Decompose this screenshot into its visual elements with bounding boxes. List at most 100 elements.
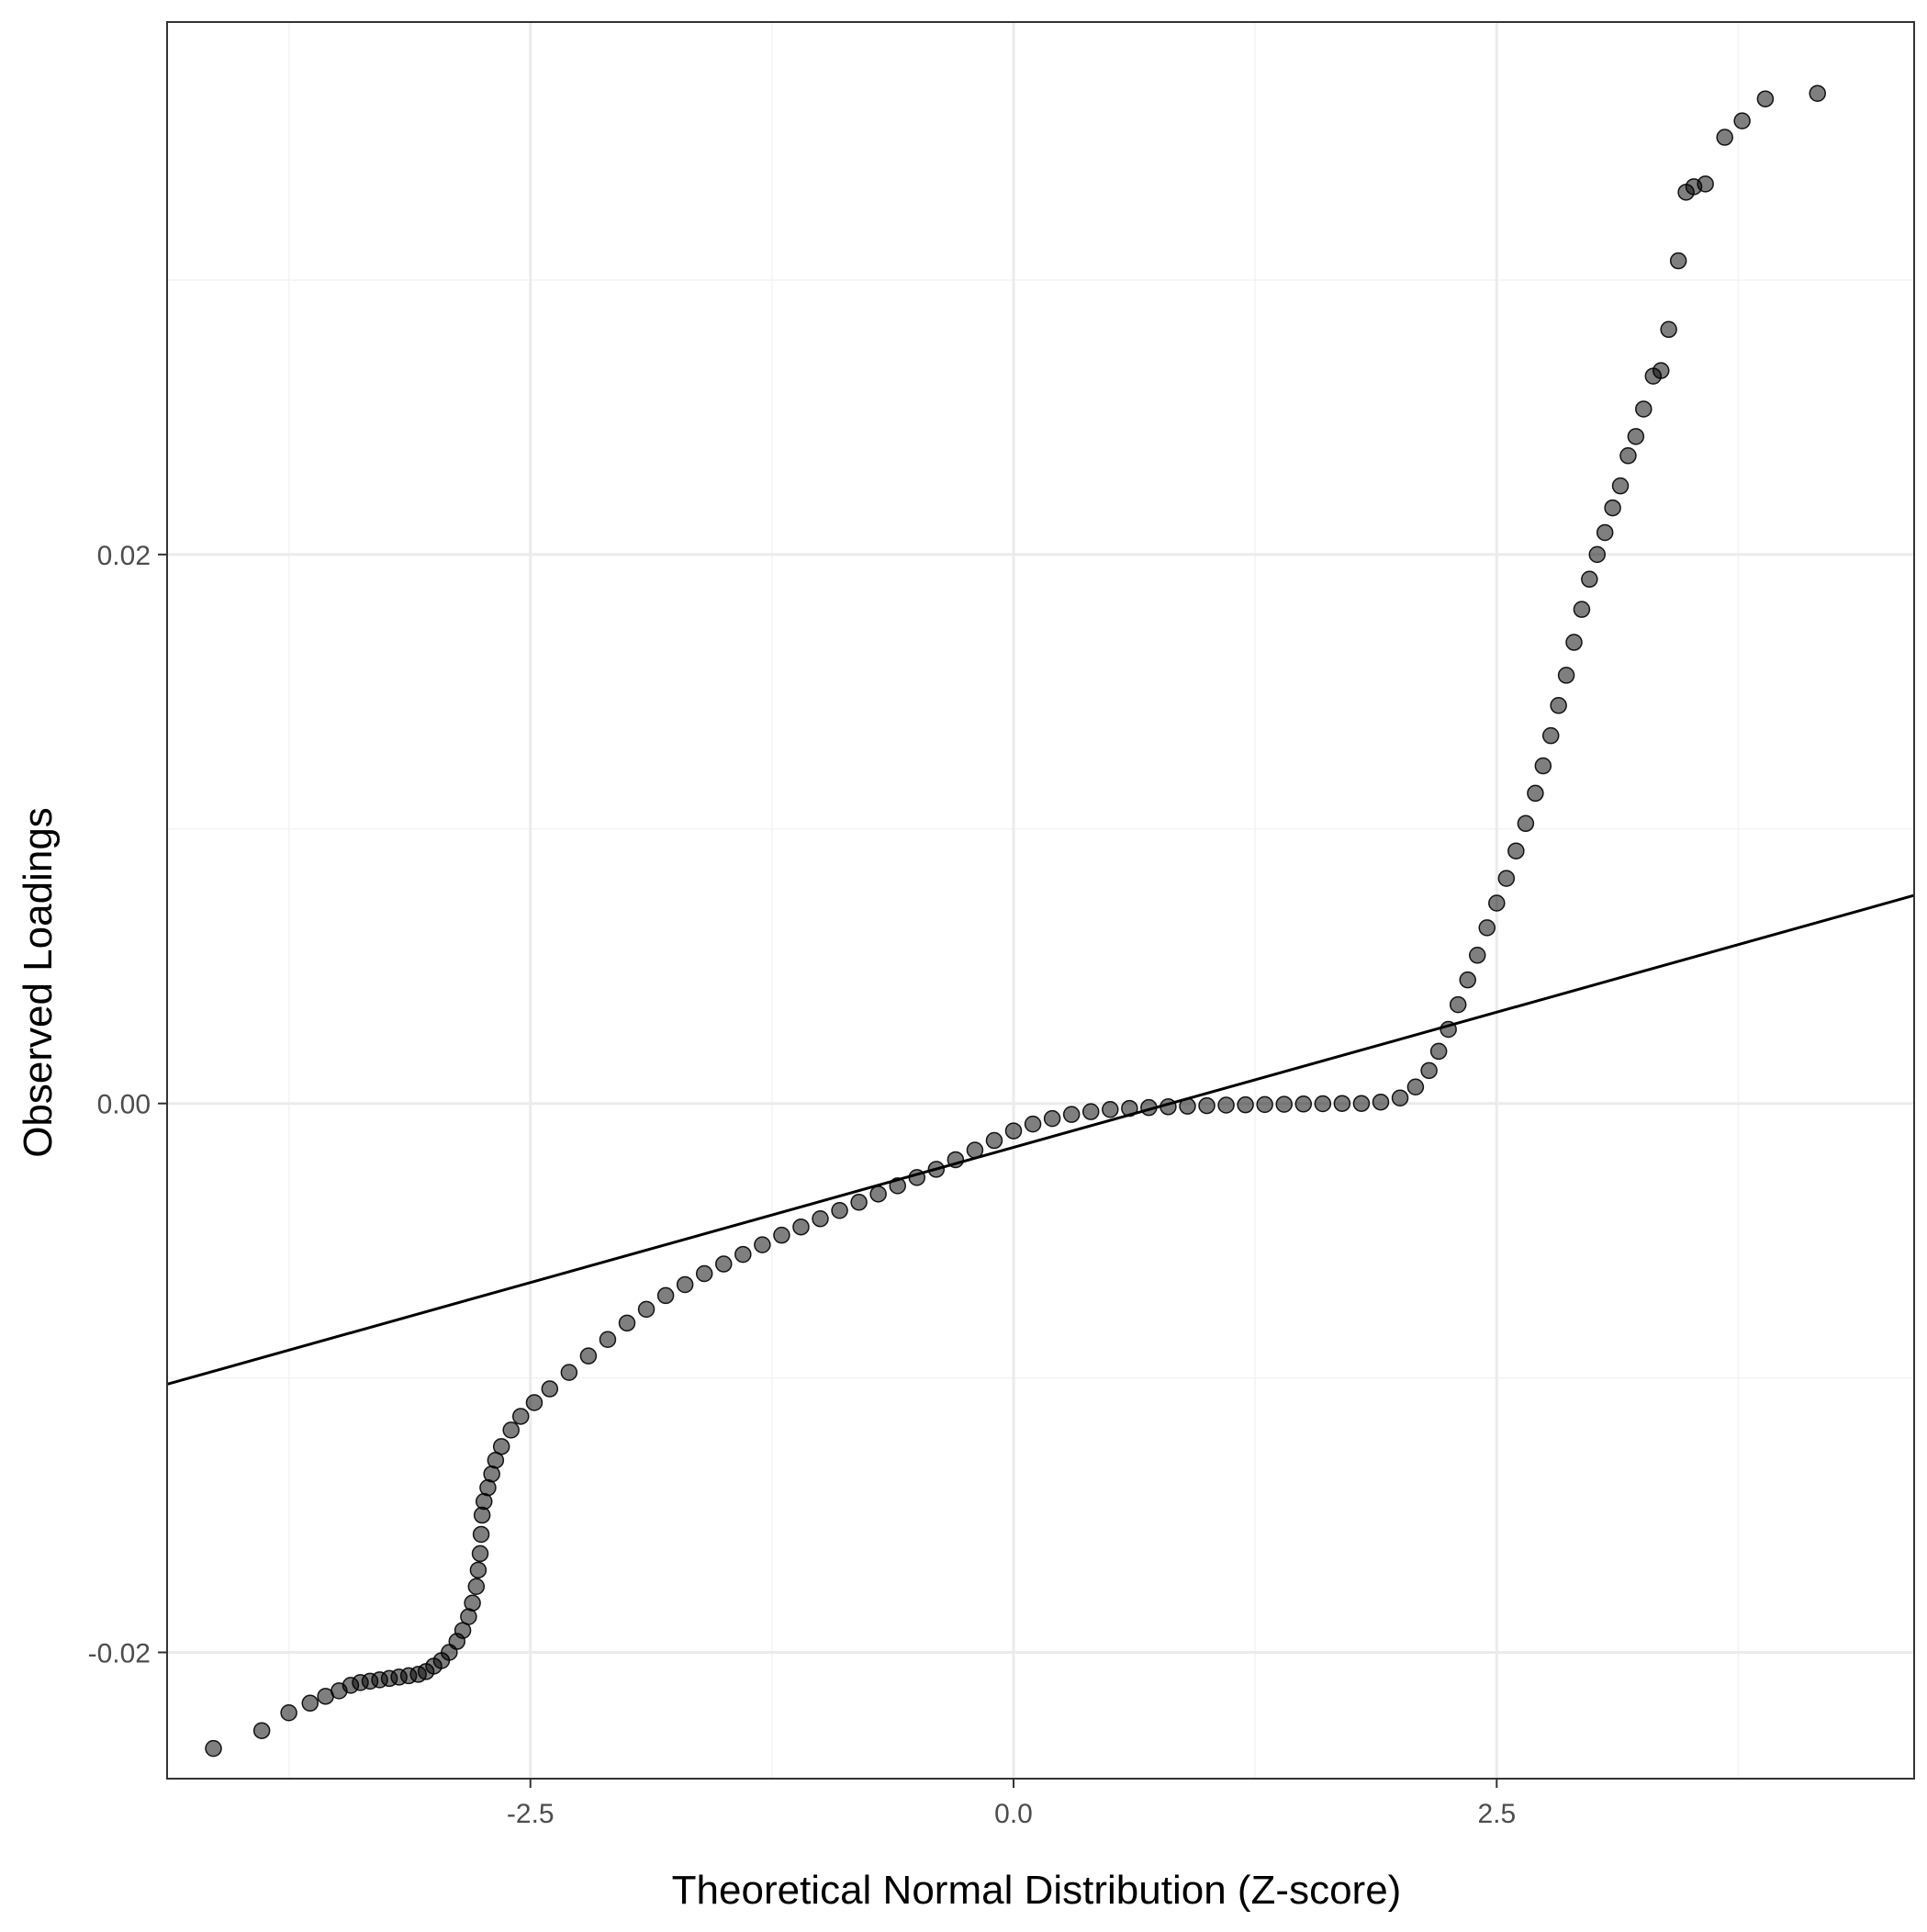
data-point <box>1497 870 1516 887</box>
data-point <box>579 1347 598 1365</box>
qq-reference-line <box>166 893 1915 1386</box>
data-point <box>947 1151 965 1169</box>
data-point <box>492 1438 510 1455</box>
data-point <box>966 1141 984 1159</box>
data-point <box>1541 726 1560 745</box>
data-point <box>502 1421 520 1439</box>
data-point <box>1217 1096 1235 1114</box>
data-point <box>1372 1093 1390 1111</box>
data-point <box>560 1364 578 1381</box>
data-point <box>464 1594 481 1612</box>
x-tick-label: 2.5 <box>1477 1799 1516 1829</box>
data-point <box>812 1209 829 1228</box>
data-point <box>1581 570 1598 589</box>
data-point <box>908 1169 926 1186</box>
data-point <box>985 1131 1003 1150</box>
data-point <box>1102 1101 1119 1118</box>
data-point <box>301 1694 319 1713</box>
data-point <box>1449 995 1467 1014</box>
data-point <box>754 1236 771 1253</box>
data-point <box>1429 1042 1448 1061</box>
data-point <box>1573 601 1591 618</box>
data-point <box>1459 971 1476 989</box>
data-point <box>1160 1098 1177 1116</box>
data-point <box>511 1408 530 1425</box>
data-point <box>1652 362 1670 379</box>
data-point <box>1488 894 1506 912</box>
data-point <box>715 1255 733 1273</box>
data-point <box>1256 1095 1273 1114</box>
panel-border <box>166 21 1915 1780</box>
data-point <box>1275 1095 1293 1113</box>
data-point <box>1140 1098 1158 1117</box>
data-point <box>1507 842 1525 859</box>
data-point <box>280 1704 297 1722</box>
data-point <box>676 1275 694 1294</box>
data-point <box>1081 1103 1100 1120</box>
data-point <box>1627 428 1645 445</box>
data-point <box>252 1722 271 1739</box>
x-tick-label: -2.5 <box>507 1799 555 1829</box>
data-point <box>1198 1096 1216 1115</box>
data-point <box>1024 1115 1042 1133</box>
data-point <box>656 1286 675 1305</box>
data-point <box>467 1578 486 1596</box>
data-point <box>1314 1095 1332 1113</box>
data-point <box>869 1185 887 1203</box>
reference-line-layer <box>166 893 1915 1386</box>
data-point <box>1440 1020 1457 1039</box>
data-point <box>1527 784 1544 803</box>
data-point <box>472 1525 490 1544</box>
data-point <box>541 1380 559 1398</box>
y-tick-label: -0.02 <box>88 1639 151 1669</box>
data-point <box>1121 1099 1138 1118</box>
x-axis-title: Theoretical Normal Distribution (Z-score… <box>672 1868 1402 1913</box>
data-point <box>1478 919 1496 937</box>
data-point <box>1406 1078 1425 1096</box>
data-point <box>1550 697 1567 714</box>
data-point <box>734 1245 752 1264</box>
y-tick-label: 0.00 <box>97 1090 151 1120</box>
data-point <box>1391 1089 1409 1106</box>
data-point <box>773 1226 790 1244</box>
data-point <box>1179 1097 1196 1115</box>
data-point <box>1237 1095 1254 1114</box>
data-point <box>1043 1109 1061 1128</box>
data-point <box>469 1561 487 1579</box>
data-point <box>471 1544 489 1563</box>
y-axis-title: Observed Loadings <box>16 807 61 1158</box>
data-point <box>695 1264 713 1283</box>
data-point <box>618 1314 636 1332</box>
data-point <box>850 1194 868 1211</box>
data-point <box>889 1177 906 1195</box>
data-point <box>1660 320 1677 339</box>
data-point <box>1352 1095 1371 1112</box>
y-tick-label: 0.02 <box>97 541 151 571</box>
data-point <box>1294 1095 1313 1113</box>
data-point <box>1635 400 1653 418</box>
data-point <box>1534 757 1552 775</box>
data-point <box>1420 1061 1438 1080</box>
data-point <box>1062 1106 1081 1123</box>
data-point <box>1697 175 1714 193</box>
data-point <box>1733 112 1751 129</box>
data-point <box>1565 634 1583 651</box>
data-point <box>1333 1095 1351 1112</box>
data-point <box>599 1331 617 1348</box>
data-point <box>637 1300 655 1319</box>
data-point <box>1716 129 1733 146</box>
data-point <box>792 1218 810 1236</box>
data-point <box>205 1739 222 1758</box>
data-point <box>1557 667 1575 684</box>
data-point <box>1619 447 1637 465</box>
data-point <box>1611 477 1630 495</box>
data-point <box>1517 814 1535 833</box>
points-layer <box>205 84 1826 1758</box>
data-point <box>831 1202 848 1219</box>
data-point <box>1588 545 1607 564</box>
data-point <box>1596 523 1614 542</box>
x-tick-label: 0.0 <box>994 1799 1033 1829</box>
